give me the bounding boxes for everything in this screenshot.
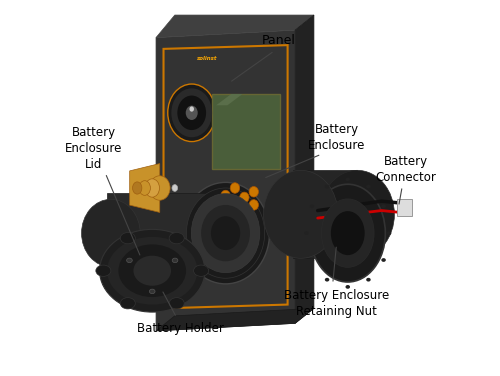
Ellipse shape: [240, 192, 249, 203]
Ellipse shape: [186, 106, 198, 120]
Text: Battery
Enclosure: Battery Enclosure: [308, 123, 365, 152]
Ellipse shape: [304, 231, 308, 235]
Text: solinst: solinst: [198, 56, 218, 61]
Ellipse shape: [132, 182, 142, 194]
Ellipse shape: [382, 258, 386, 262]
Ellipse shape: [100, 229, 205, 312]
Polygon shape: [295, 15, 314, 323]
Polygon shape: [130, 164, 160, 212]
Ellipse shape: [264, 170, 338, 258]
Ellipse shape: [211, 216, 240, 250]
Ellipse shape: [201, 205, 250, 261]
Ellipse shape: [126, 258, 132, 262]
Ellipse shape: [120, 298, 136, 309]
Ellipse shape: [387, 231, 392, 235]
Ellipse shape: [186, 188, 264, 278]
Ellipse shape: [320, 170, 394, 258]
Polygon shape: [216, 94, 242, 105]
Ellipse shape: [230, 183, 239, 193]
Ellipse shape: [230, 213, 239, 223]
Ellipse shape: [169, 298, 184, 309]
Polygon shape: [107, 193, 224, 274]
Ellipse shape: [145, 179, 160, 197]
Ellipse shape: [366, 185, 370, 188]
Ellipse shape: [310, 184, 386, 282]
Ellipse shape: [82, 199, 140, 267]
Ellipse shape: [172, 88, 212, 137]
Ellipse shape: [230, 200, 239, 210]
Ellipse shape: [182, 182, 270, 284]
Polygon shape: [156, 30, 295, 331]
Ellipse shape: [249, 200, 258, 210]
Ellipse shape: [120, 232, 136, 244]
Ellipse shape: [194, 265, 208, 276]
Ellipse shape: [366, 278, 370, 282]
Ellipse shape: [169, 232, 184, 244]
Ellipse shape: [150, 176, 170, 200]
Ellipse shape: [107, 237, 198, 305]
Bar: [396, 199, 411, 216]
Ellipse shape: [134, 256, 171, 286]
Ellipse shape: [325, 278, 330, 282]
Ellipse shape: [172, 258, 178, 262]
Ellipse shape: [310, 205, 314, 208]
Ellipse shape: [190, 106, 194, 112]
Ellipse shape: [322, 199, 374, 267]
Ellipse shape: [172, 185, 178, 191]
Text: Battery
Connector: Battery Connector: [376, 155, 436, 184]
Ellipse shape: [221, 190, 230, 201]
Ellipse shape: [168, 84, 216, 142]
Ellipse shape: [331, 211, 364, 255]
Polygon shape: [156, 15, 314, 38]
Text: Panel: Panel: [262, 34, 295, 47]
Text: Battery Holder: Battery Holder: [137, 321, 224, 335]
Polygon shape: [293, 170, 357, 258]
Text: Battery Enclosure
Retaining Nut: Battery Enclosure Retaining Nut: [284, 289, 389, 318]
Ellipse shape: [150, 289, 155, 294]
Ellipse shape: [312, 205, 324, 224]
Polygon shape: [156, 308, 314, 331]
Ellipse shape: [325, 185, 330, 188]
Ellipse shape: [96, 265, 111, 276]
Ellipse shape: [118, 244, 186, 297]
Ellipse shape: [249, 186, 258, 197]
Ellipse shape: [346, 285, 350, 289]
Ellipse shape: [346, 177, 350, 181]
Bar: [212, 94, 280, 169]
Ellipse shape: [382, 205, 386, 208]
Ellipse shape: [178, 96, 206, 130]
Ellipse shape: [310, 258, 314, 262]
Text: Battery
Enclosure
Lid: Battery Enclosure Lid: [66, 126, 122, 171]
Ellipse shape: [139, 181, 150, 196]
Ellipse shape: [192, 194, 260, 273]
